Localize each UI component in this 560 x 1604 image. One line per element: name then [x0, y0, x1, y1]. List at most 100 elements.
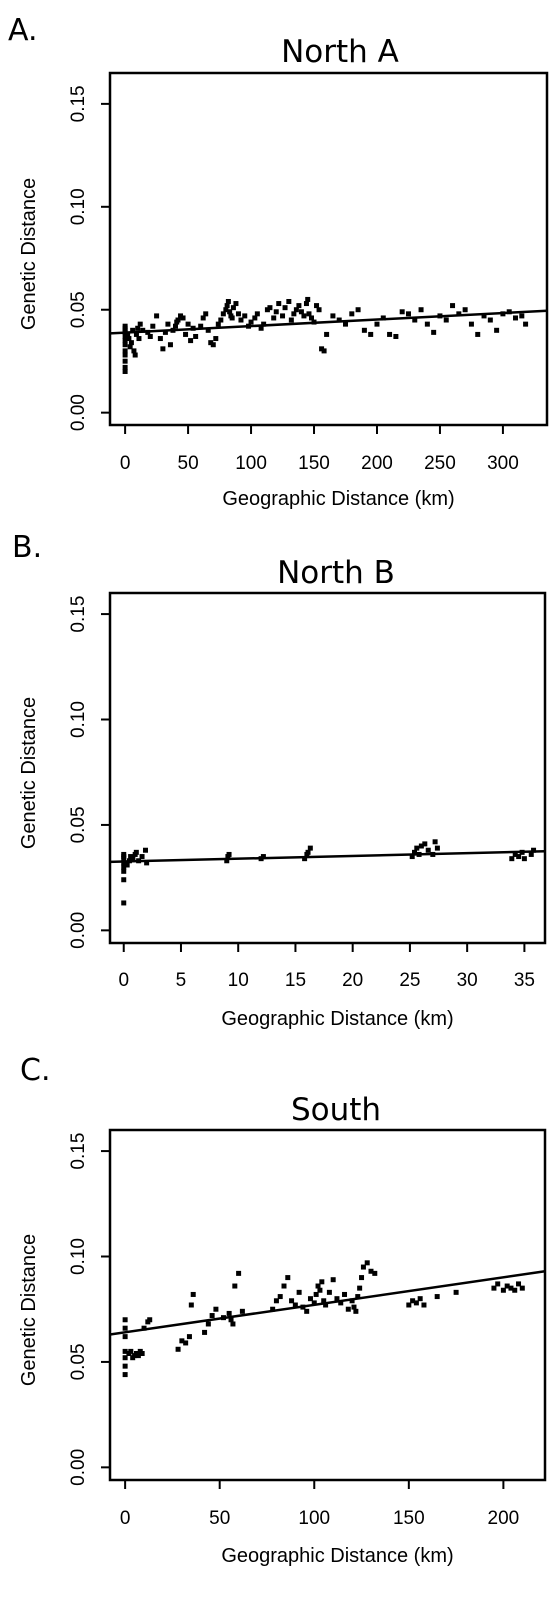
- data-point: [239, 1308, 245, 1314]
- data-point: [135, 1353, 141, 1359]
- data-point: [405, 311, 411, 317]
- data-point: [453, 1289, 459, 1295]
- data-point: [122, 368, 128, 374]
- data-point: [292, 1302, 298, 1308]
- y-tick-label: 0.05: [68, 1343, 89, 1380]
- data-point: [220, 311, 226, 317]
- data-point: [133, 849, 139, 855]
- data-point: [324, 331, 330, 337]
- panel-c: C. South 0 50 100 150 200 Geographic Distance (…: [18, 1053, 547, 1567]
- data-point: [132, 352, 138, 358]
- data-point: [248, 319, 254, 325]
- plot-title: North B: [277, 555, 395, 591]
- data-point: [308, 315, 314, 321]
- data-point: [304, 1308, 310, 1314]
- data-point: [326, 1289, 332, 1295]
- data-point: [277, 1294, 283, 1300]
- data-point: [487, 317, 493, 323]
- data-point: [509, 856, 515, 862]
- panel-b: B. North B 0 5 10 15 20 25 30 35 Geographic Distan…: [12, 530, 547, 1030]
- x-tick-label: 200: [361, 453, 393, 474]
- x-tick-label: 10: [228, 970, 249, 991]
- x-tick-label: 30: [457, 970, 478, 991]
- x-tick-label: 0: [120, 453, 131, 474]
- data-point: [406, 1302, 412, 1308]
- data-point: [523, 321, 529, 327]
- data-point: [399, 309, 405, 315]
- data-point: [178, 313, 184, 319]
- plot-frame: [108, 591, 547, 945]
- data-point: [160, 346, 166, 352]
- data-point: [462, 307, 468, 313]
- data-point: [150, 323, 156, 329]
- data-point: [203, 311, 209, 317]
- data-point: [226, 851, 232, 857]
- data-point: [323, 1302, 329, 1308]
- data-point: [409, 854, 415, 860]
- data-point: [136, 336, 142, 342]
- data-point: [185, 321, 191, 327]
- plot-frame: [108, 71, 549, 427]
- x-tick-label: 50: [178, 453, 199, 474]
- data-point: [412, 317, 418, 323]
- data-point: [495, 1281, 501, 1287]
- data-point: [305, 849, 311, 855]
- data-point: [336, 317, 342, 323]
- data-point: [157, 336, 163, 342]
- data-point: [293, 307, 299, 313]
- data-point: [228, 1317, 234, 1323]
- data-point: [258, 325, 264, 331]
- data-point: [314, 303, 320, 309]
- y-tick-label: 0.10: [68, 1238, 89, 1275]
- data-point: [338, 1300, 344, 1306]
- data-point: [412, 849, 417, 855]
- data-point: [321, 348, 327, 354]
- data-point: [516, 854, 522, 860]
- data-point: [141, 1325, 147, 1331]
- data-point: [413, 1300, 419, 1306]
- data-point: [193, 333, 199, 339]
- data-point: [494, 327, 500, 333]
- x-tick-label: 100: [235, 453, 267, 474]
- data-point: [183, 331, 189, 337]
- data-point: [188, 338, 194, 344]
- data-point: [296, 303, 302, 309]
- data-point: [122, 1363, 128, 1369]
- data-point: [481, 313, 487, 319]
- trend-line: [109, 850, 546, 864]
- data-point: [224, 303, 230, 309]
- data-point: [183, 1340, 189, 1346]
- data-point: [531, 847, 537, 853]
- data-point: [180, 315, 186, 321]
- x-tick-label: 250: [424, 453, 456, 474]
- data-point: [122, 1355, 128, 1361]
- data-point: [349, 311, 355, 317]
- data-point: [380, 315, 386, 321]
- x-tick-label: 25: [399, 970, 420, 991]
- data-point: [301, 313, 307, 319]
- data-point: [424, 321, 430, 327]
- data-point: [349, 1298, 355, 1304]
- data-point: [313, 1291, 319, 1297]
- data-point: [218, 317, 224, 323]
- trend-line: [109, 1270, 546, 1336]
- x-tick-label: 200: [488, 1508, 520, 1529]
- data-point: [288, 317, 294, 323]
- data-point: [205, 1321, 211, 1327]
- data-point: [162, 329, 168, 335]
- data-point: [232, 1283, 238, 1289]
- data-point: [128, 340, 134, 346]
- plot-frame: [108, 1128, 547, 1482]
- data-point: [368, 331, 374, 337]
- data-point: [360, 1264, 366, 1270]
- data-point: [121, 900, 127, 906]
- data-point: [273, 1298, 279, 1304]
- data-point: [342, 1291, 348, 1297]
- data-point: [175, 1346, 181, 1352]
- plot-title: North A: [281, 34, 399, 70]
- data-point: [230, 305, 236, 311]
- data-point: [229, 315, 235, 321]
- panel-letter: B.: [12, 530, 42, 565]
- data-point: [213, 1306, 219, 1312]
- data-point: [133, 331, 139, 337]
